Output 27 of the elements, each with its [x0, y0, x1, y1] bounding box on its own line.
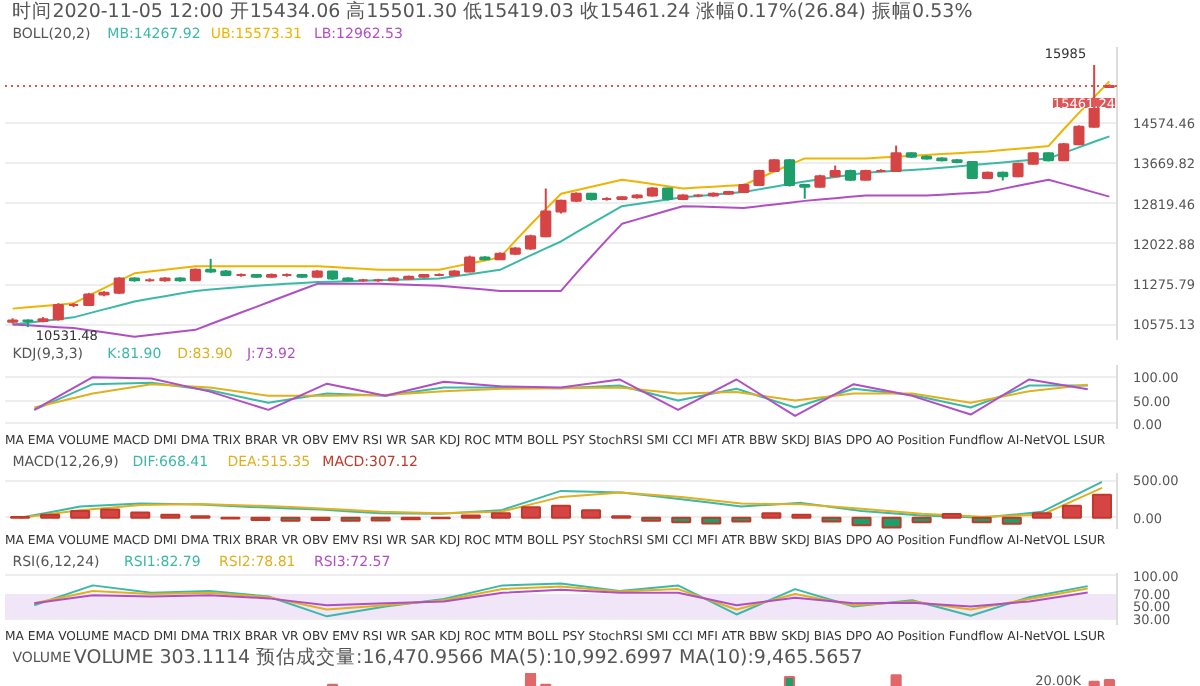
bar: [100, 508, 121, 519]
bar: [1061, 504, 1082, 519]
bar: [130, 511, 151, 519]
bar: [550, 504, 572, 519]
candlestick: [890, 144, 902, 173]
line-series: [11, 80, 1111, 310]
bar: [70, 510, 91, 519]
line-series: [33, 582, 1089, 618]
line-series: [11, 135, 1111, 326]
bar: [911, 516, 932, 524]
bar: [520, 506, 541, 519]
bar: [761, 512, 782, 519]
chart-title: 时间2020-11-05 12:00 开15434.06 高15501.30 低15419.03 收15461.24 涨幅0.17%(26.84) 振幅0.53%: [12, 0, 973, 23]
bar: [1091, 493, 1112, 519]
bar: [671, 516, 692, 524]
line-series: [11, 178, 1111, 338]
bar: [851, 516, 872, 527]
bar: [1001, 516, 1022, 525]
bar: [1031, 512, 1052, 519]
bar: [490, 512, 511, 519]
candlestick: [540, 187, 552, 239]
chart-subtitle: VOLUME 303.1114 预估成交量:16,470.9566 MA(5):10,992.6997 MA(10):9,465.5657: [73, 645, 863, 669]
bar: [701, 516, 722, 525]
candlestick: [783, 158, 796, 188]
bar: [581, 509, 602, 519]
bar: [971, 516, 992, 524]
bar: [881, 516, 902, 529]
